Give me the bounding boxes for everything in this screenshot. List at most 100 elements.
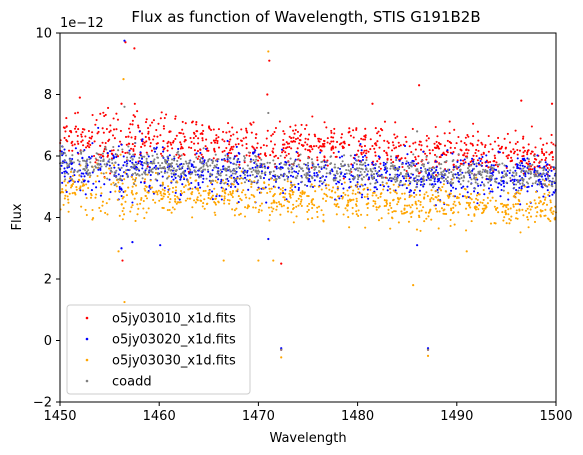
data-point: [529, 215, 533, 218]
data-point: [305, 174, 308, 178]
data-point: [418, 210, 421, 213]
data-point: [144, 169, 147, 172]
data-point: [385, 170, 389, 173]
data-point: [151, 171, 154, 174]
data-point: [101, 141, 104, 144]
data-point: [383, 199, 386, 202]
data-point: [178, 167, 181, 170]
data-point: [108, 178, 111, 181]
data-point: [548, 168, 551, 172]
data-point: [225, 147, 228, 150]
data-point: [542, 195, 545, 198]
data-point: [117, 250, 120, 253]
data-point: [129, 160, 132, 163]
data-point: [193, 170, 196, 173]
data-point: [275, 167, 278, 170]
data-point: [99, 153, 102, 156]
data-point: [350, 185, 353, 188]
data-point: [330, 140, 333, 143]
data-point: [292, 136, 295, 139]
data-point: [436, 188, 439, 191]
data-point: [229, 156, 232, 160]
data-point: [263, 153, 267, 156]
data-point: [463, 176, 466, 179]
data-point: [478, 204, 481, 207]
data-point: [174, 176, 177, 179]
data-point: [372, 199, 375, 203]
data-point: [311, 161, 314, 164]
data-point: [364, 127, 367, 130]
data-point: [183, 153, 186, 157]
data-point: [159, 164, 162, 167]
data-point: [285, 198, 288, 201]
data-point: [389, 227, 392, 230]
data-point: [148, 166, 151, 169]
data-point: [265, 137, 268, 140]
data-point: [306, 164, 309, 167]
data-point: [261, 186, 264, 190]
data-point: [202, 174, 205, 177]
data-point: [496, 163, 499, 166]
data-point: [345, 172, 348, 175]
data-point: [364, 226, 367, 229]
data-point: [325, 126, 328, 129]
data-point: [81, 139, 84, 142]
data-point: [383, 120, 387, 123]
data-point: [123, 39, 126, 42]
x-tick-label: 1490: [440, 409, 473, 424]
data-point: [475, 165, 478, 168]
data-point: [377, 206, 380, 209]
data-point: [87, 142, 90, 145]
data-point: [500, 188, 503, 192]
data-point: [273, 186, 277, 189]
data-point: [348, 198, 352, 201]
data-point: [361, 193, 364, 196]
data-point: [434, 170, 437, 173]
data-point: [211, 159, 214, 162]
data-point: [385, 199, 388, 202]
data-point: [278, 120, 281, 123]
data-point: [200, 153, 203, 156]
data-point: [522, 154, 525, 158]
data-point: [149, 141, 152, 145]
data-point: [523, 165, 526, 168]
data-point: [357, 214, 360, 217]
data-point: [420, 144, 423, 147]
data-point: [174, 137, 177, 140]
data-point: [433, 167, 436, 170]
data-point: [280, 205, 283, 208]
data-point: [235, 181, 239, 184]
data-point: [353, 161, 356, 165]
data-point: [136, 203, 139, 206]
data-point: [257, 155, 260, 158]
data-point: [372, 173, 376, 176]
data-point: [85, 183, 88, 186]
data-point: [493, 205, 496, 208]
data-point: [154, 171, 157, 174]
data-point: [185, 162, 188, 165]
data-point: [281, 151, 284, 154]
data-point: [156, 193, 159, 196]
data-point: [80, 175, 83, 178]
data-point: [430, 167, 433, 170]
data-point: [360, 167, 363, 170]
data-point: [404, 136, 407, 139]
data-point: [229, 161, 232, 164]
data-point: [289, 196, 292, 199]
data-point: [524, 209, 528, 212]
data-point: [395, 155, 398, 158]
data-point: [408, 204, 411, 207]
data-point: [304, 137, 307, 140]
data-point: [180, 175, 183, 178]
data-point: [179, 178, 182, 181]
data-point: [454, 204, 457, 207]
data-point: [214, 197, 217, 200]
data-point: [260, 202, 263, 205]
data-point: [414, 188, 417, 192]
data-point: [336, 185, 339, 189]
data-point: [221, 179, 225, 182]
data-point: [130, 136, 133, 139]
data-point: [191, 187, 194, 190]
data-point: [304, 127, 307, 130]
data-point: [106, 152, 109, 155]
